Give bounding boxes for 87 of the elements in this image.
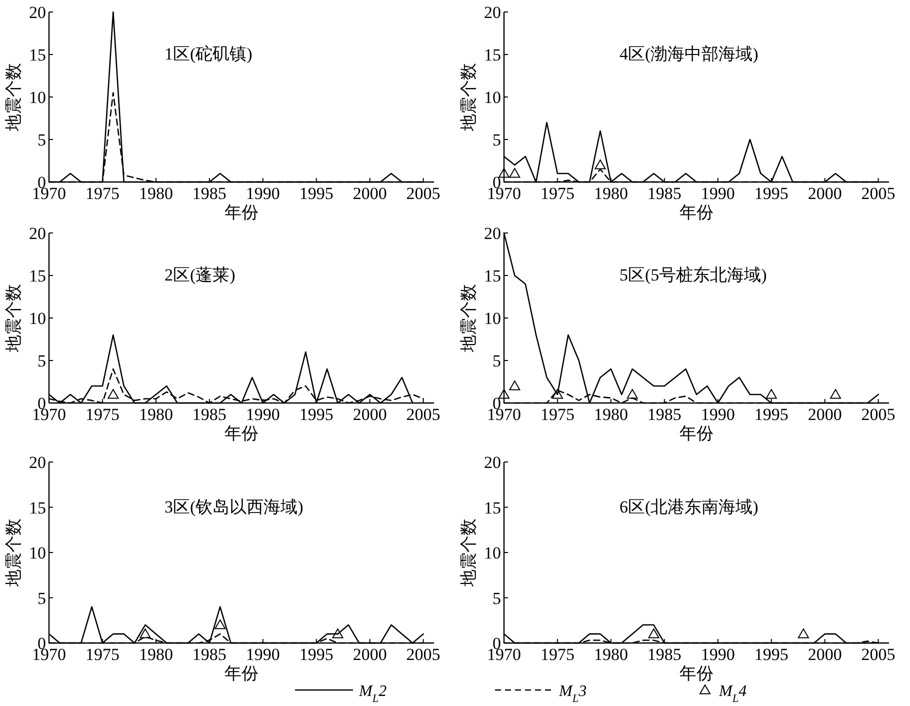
x-tick-label: 2005 [406, 405, 440, 424]
x-tick-label: 1995 [754, 645, 788, 664]
y-tick-label: 20 [484, 3, 501, 22]
y-tick-label: 5 [492, 588, 501, 608]
x-tick-label: 1995 [299, 405, 334, 424]
x-tick-label: 1990 [700, 184, 735, 203]
x-tick-label: 1990 [246, 184, 280, 203]
y-tick-label: 10 [484, 544, 501, 562]
x-tick-label: 2000 [808, 405, 842, 424]
x-tick-label: 2005 [861, 645, 896, 664]
x-tick-label: 1975 [85, 184, 120, 203]
x-tick-label: 2005 [861, 405, 896, 424]
x-tick-label: 1985 [192, 405, 226, 424]
y-tick-label: 5 [492, 352, 501, 370]
x-tick-label: 1980 [594, 645, 628, 664]
x-tick-label: 1990 [246, 405, 280, 424]
x-tick-label: 2000 [352, 184, 387, 203]
y-tick-label: 10 [484, 88, 501, 107]
x-tick-label: 1975 [540, 405, 574, 424]
x-axis-title: 年份 [224, 424, 258, 443]
x-tick-label: 1995 [299, 184, 334, 203]
x-tick-label: 1990 [700, 645, 735, 664]
text: 2区(蓬莱) [164, 266, 236, 285]
y-tick-label: 5 [38, 588, 46, 608]
y-axis-title: 地震个数 [459, 284, 478, 353]
text: 4区(渤海中部海域) [620, 44, 758, 64]
x-tick-label: 1980 [138, 645, 173, 664]
y-tick-label: 15 [29, 266, 46, 286]
y-tick-label: 10 [484, 309, 501, 328]
y-tick-label: 10 [29, 88, 46, 107]
x-tick-label: 1990 [246, 645, 280, 664]
x-tick-label: 1975 [540, 184, 574, 203]
text: 1区(砣矶镇) [164, 44, 252, 64]
y-tick-label: 20 [29, 453, 46, 472]
y-tick-label: 20 [484, 453, 501, 472]
x-tick-label: 1975 [85, 645, 120, 664]
text: 5区(5号桩东北海域) [620, 266, 767, 285]
x-tick-label: 1985 [192, 184, 226, 203]
y-axis-title: 地震个数 [4, 518, 23, 588]
y-tick-label: 15 [29, 498, 46, 518]
x-tick-label: 1985 [192, 645, 226, 664]
x-tick-label: 1990 [700, 405, 735, 424]
x-tick-label: 1995 [754, 184, 788, 203]
y-tick-label: 15 [484, 266, 501, 286]
x-tick-label: 2000 [808, 645, 842, 664]
y-tick-label: 15 [484, 498, 501, 518]
y-tick-label: 15 [484, 46, 501, 64]
text: 3区(钦岛以西海域) [164, 498, 304, 517]
x-tick-label: 2005 [406, 645, 440, 664]
legend-label: M$_{L}$4 [718, 683, 747, 705]
y-axis-title: 地震个数 [4, 63, 23, 132]
x-tick-label: 1985 [647, 645, 682, 664]
y-axis-title: 地震个数 [459, 518, 478, 588]
y-axis-title: 地震个数 [459, 63, 478, 132]
x-axis-title: 年份 [680, 664, 714, 683]
x-tick-label: 2000 [808, 184, 842, 203]
x-axis-title: 年份 [680, 424, 714, 443]
x-axis-title: 年份 [680, 203, 714, 222]
x-tick-label: 1980 [594, 405, 628, 424]
x-axis-title: 年份 [224, 203, 258, 222]
y-tick-label: 20 [29, 224, 46, 243]
y-tick-label: 10 [29, 309, 46, 328]
x-tick-label: 1980 [594, 184, 628, 203]
x-tick-label: 1975 [540, 645, 574, 664]
y-tick-label: 10 [29, 544, 46, 562]
y-tick-label: 15 [29, 46, 46, 64]
y-tick-label: 5 [38, 130, 46, 150]
x-tick-label: 2000 [352, 645, 387, 664]
x-tick-label: 2005 [861, 184, 896, 203]
x-axis-title: 年份 [224, 664, 258, 683]
text: 6区(北港东南海域) [620, 498, 758, 517]
y-tick-label: 20 [484, 224, 501, 243]
x-tick-label: 1995 [299, 645, 334, 664]
x-tick-label: 1995 [754, 405, 788, 424]
x-tick-label: 1985 [647, 405, 682, 424]
x-tick-label: 1980 [138, 184, 173, 203]
y-tick-label: 20 [29, 3, 46, 22]
x-tick-label: 2000 [352, 405, 387, 424]
y-tick-label: 5 [492, 130, 501, 150]
y-tick-label: 5 [38, 352, 46, 370]
x-tick-label: 2005 [406, 184, 440, 203]
y-axis-title: 地震个数 [4, 284, 23, 353]
x-tick-label: 1980 [138, 405, 173, 424]
legend-label: M$_{L}$3 [558, 683, 587, 705]
x-tick-label: 1985 [647, 184, 682, 203]
legend-label: M$_{L}$2 [358, 683, 387, 705]
x-tick-label: 1975 [85, 405, 120, 424]
